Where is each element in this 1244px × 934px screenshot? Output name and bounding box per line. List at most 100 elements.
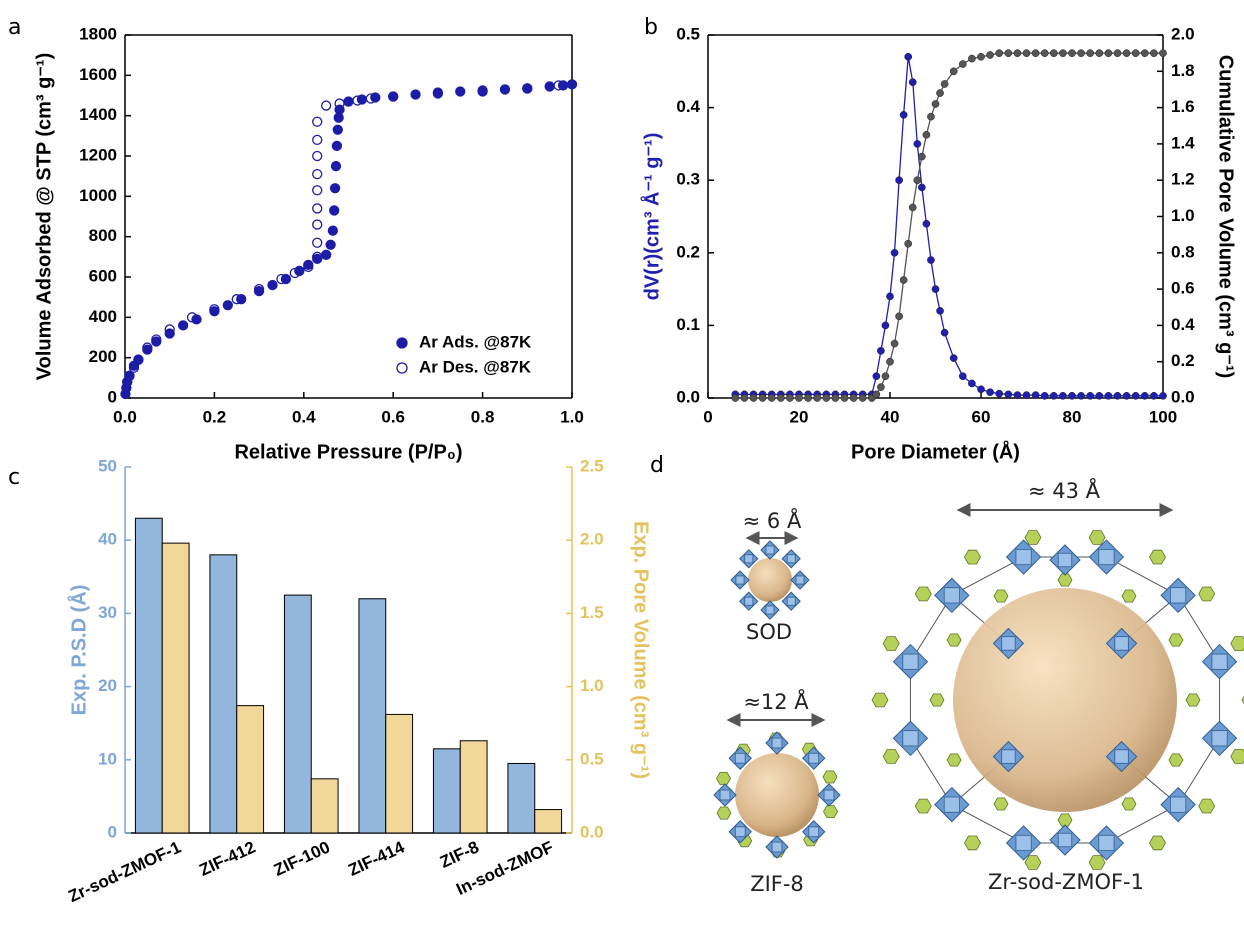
linker xyxy=(882,749,900,764)
x-tick-label: ZIF-412 xyxy=(196,837,258,879)
y2-tick-label: 1.4 xyxy=(1171,133,1195,152)
point xyxy=(1159,49,1167,58)
polyhedron-face xyxy=(1001,749,1016,764)
y2-axis-label: Cumulative Pore Volume (cm³ g⁻¹) xyxy=(1215,55,1237,379)
x-tick-label: 100 xyxy=(1149,407,1177,426)
point xyxy=(1113,391,1122,400)
polyhedron-face xyxy=(1098,548,1115,566)
linker xyxy=(1088,530,1106,545)
point xyxy=(1004,49,1013,58)
point xyxy=(312,253,323,265)
point xyxy=(936,89,944,97)
linker xyxy=(914,586,932,602)
y-tick-label: 1600 xyxy=(79,65,117,84)
y-tick-label: 600 xyxy=(89,266,117,285)
point xyxy=(822,394,831,402)
point xyxy=(1068,391,1076,400)
polyhedron-face xyxy=(771,841,783,853)
point xyxy=(1159,391,1167,400)
linker xyxy=(1168,633,1184,647)
point xyxy=(758,394,767,402)
x-tick-label: 0.8 xyxy=(471,407,495,426)
point xyxy=(325,239,336,250)
point xyxy=(1150,391,1158,400)
linker xyxy=(716,806,732,820)
point xyxy=(388,91,399,102)
point xyxy=(890,248,899,257)
polyhedron-face xyxy=(808,826,820,838)
point xyxy=(209,306,220,317)
point xyxy=(931,100,940,108)
point xyxy=(343,96,354,107)
point xyxy=(1140,391,1149,400)
polyhedron-face xyxy=(734,826,746,838)
legend-marker xyxy=(396,362,408,374)
point xyxy=(949,67,958,76)
point xyxy=(913,140,922,148)
y-tick-label: 1400 xyxy=(79,105,117,124)
linker xyxy=(1121,797,1137,811)
point xyxy=(209,304,220,315)
y-axis-label: dV(r)(cm³ Å⁻¹ g⁻¹) xyxy=(639,133,663,301)
bond xyxy=(1106,804,1179,844)
point xyxy=(849,394,858,402)
bond xyxy=(910,595,953,662)
point xyxy=(731,394,740,402)
bond xyxy=(951,804,1024,844)
point xyxy=(331,140,343,152)
point xyxy=(566,79,578,90)
point xyxy=(977,385,985,394)
linker xyxy=(882,636,900,651)
point xyxy=(1068,49,1076,58)
point xyxy=(1049,49,1058,58)
bond xyxy=(1177,738,1220,805)
y2-tick-label: 0.2 xyxy=(1171,351,1195,370)
pore-sphere xyxy=(748,558,792,602)
size-label: ≈ 6 Å xyxy=(743,507,802,533)
size-label: ≈ 43 Å xyxy=(1028,477,1101,503)
point xyxy=(1131,391,1140,400)
linker xyxy=(1024,855,1042,870)
polyhedron-face xyxy=(1211,730,1228,747)
point xyxy=(522,83,533,94)
x-tick-label: ZIF-100 xyxy=(271,837,333,879)
bar xyxy=(459,740,488,834)
x-tick-label: 0 xyxy=(703,407,712,426)
polyhedron-face xyxy=(943,587,960,604)
x-tick-label: 20 xyxy=(790,407,809,426)
x-tick-label: 60 xyxy=(972,407,991,426)
pore-sphere xyxy=(953,588,1177,812)
bar xyxy=(358,598,387,834)
linker xyxy=(716,772,731,785)
linker xyxy=(871,692,889,708)
x-axis-label: Pore Diameter (Å) xyxy=(851,439,1020,463)
bar xyxy=(534,809,563,834)
point xyxy=(890,339,899,348)
point xyxy=(312,251,323,262)
polyhedron-face xyxy=(1114,636,1129,651)
y-tick-label: 0.1 xyxy=(676,315,700,334)
point xyxy=(253,285,265,297)
polyhedron-face xyxy=(1170,587,1187,604)
point xyxy=(327,225,339,236)
point xyxy=(877,383,885,391)
x-tick-label: 0.4 xyxy=(292,407,316,426)
point xyxy=(940,80,949,88)
point xyxy=(312,219,323,230)
linker xyxy=(993,797,1009,811)
polyhedron-face xyxy=(765,605,775,615)
polyhedron-face xyxy=(1015,548,1032,566)
point xyxy=(908,78,917,87)
point xyxy=(1059,391,1067,400)
polyhedron-face xyxy=(1057,832,1073,848)
point xyxy=(872,372,881,381)
linker xyxy=(1057,573,1073,587)
point xyxy=(1077,49,1085,58)
polyhedron-face xyxy=(902,730,919,747)
y2-tick-label: 1.6 xyxy=(1171,97,1195,116)
point xyxy=(886,357,894,366)
linker xyxy=(1185,693,1201,707)
linker xyxy=(1088,855,1106,870)
point xyxy=(164,324,175,335)
